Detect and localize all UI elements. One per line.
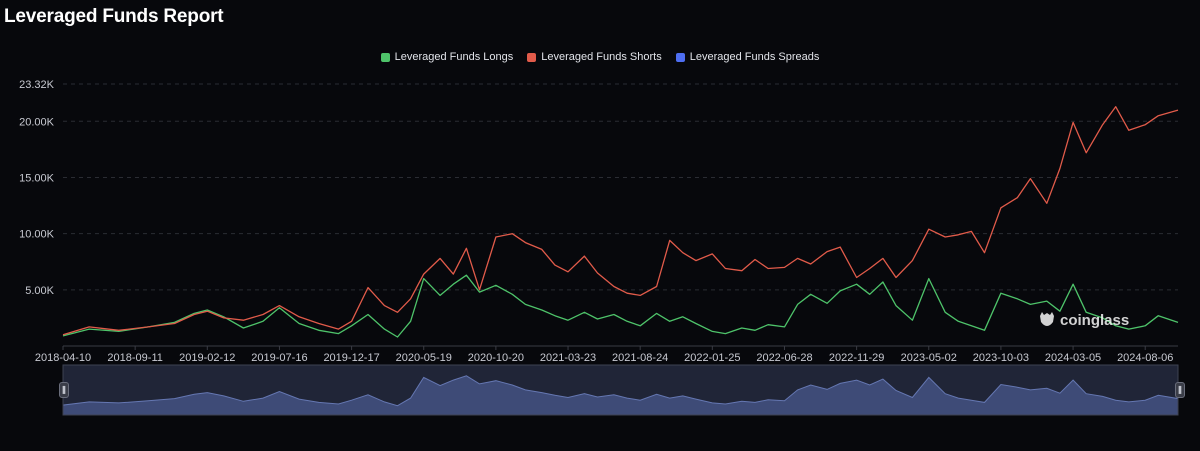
x-tick-label: 2020-05-19 (396, 352, 452, 364)
y-tick-label: 10.00K (19, 229, 55, 241)
y-tick-label: 5.00K (25, 285, 54, 297)
legend-swatch-longs (380, 52, 390, 62)
x-tick-label: 2022-01-25 (684, 352, 740, 364)
x-tick-label: 2019-02-12 (179, 352, 235, 364)
watermark-text: coinglass (1060, 311, 1130, 329)
y-axis-ticks: 5.00K 10.00K 15.00K 20.00K 23.32K (19, 79, 55, 297)
x-tick-label: 2019-07-16 (251, 352, 307, 364)
x-tick-label: 2020-10-20 (468, 352, 524, 364)
x-tick-label: 2018-09-11 (107, 352, 162, 364)
x-tick-label: 2024-08-06 (1117, 352, 1173, 364)
y-tick-label: 23.32K (19, 79, 55, 91)
x-tick-label: 2022-06-28 (756, 352, 812, 364)
legend-label-spreads: Leveraged Funds Spreads (689, 51, 820, 63)
x-axis-ticks: 2018-04-10 2018-09-11 2019-02-12 2019-07-16… (35, 346, 1173, 364)
legend-label-shorts: Leveraged Funds Shorts (541, 51, 662, 63)
zoom-slider[interactable] (62, 364, 1179, 416)
y-tick-label: 20.00K (19, 116, 55, 128)
series-lines (62, 106, 1179, 338)
zoom-handle-left[interactable]: ❚ (59, 382, 69, 398)
x-tick-label: 2021-03-23 (540, 352, 596, 364)
coinglass-watermark: coinglass (1038, 310, 1129, 330)
x-tick-label: 2019-12-17 (323, 352, 379, 364)
y-tick-label: 15.00K (19, 172, 55, 184)
page-title: Leveraged Funds Report (4, 6, 224, 27)
coinglass-logo-icon (1040, 312, 1054, 326)
chart-legend: Leveraged Funds Longs Leveraged Funds Sh… (0, 51, 1200, 63)
legend-item-spreads[interactable]: Leveraged Funds Spreads (675, 51, 820, 63)
x-tick-label: 2018-04-10 (35, 352, 91, 364)
grid-lines (63, 83, 1178, 347)
x-tick-label: 2023-05-02 (901, 352, 957, 364)
x-tick-label: 2023-10-03 (973, 352, 1029, 364)
legend-swatch-spreads (675, 52, 685, 62)
zoom-selection[interactable] (62, 364, 1179, 416)
zoom-handle-right[interactable]: ❚ (1175, 382, 1185, 398)
x-tick-label: 2022-11-29 (829, 352, 884, 364)
legend-item-shorts[interactable]: Leveraged Funds Shorts (527, 51, 662, 63)
series-line-0 (62, 274, 1179, 338)
zoom-preview-area (62, 375, 1179, 416)
x-tick-label: 2024-03-05 (1045, 352, 1101, 364)
series-line-1 (62, 106, 1179, 336)
legend-label-longs: Leveraged Funds Longs (394, 51, 514, 63)
legend-item-longs[interactable]: Leveraged Funds Longs (380, 51, 514, 63)
x-tick-label: 2021-08-24 (612, 352, 668, 364)
legend-swatch-shorts (527, 52, 537, 62)
